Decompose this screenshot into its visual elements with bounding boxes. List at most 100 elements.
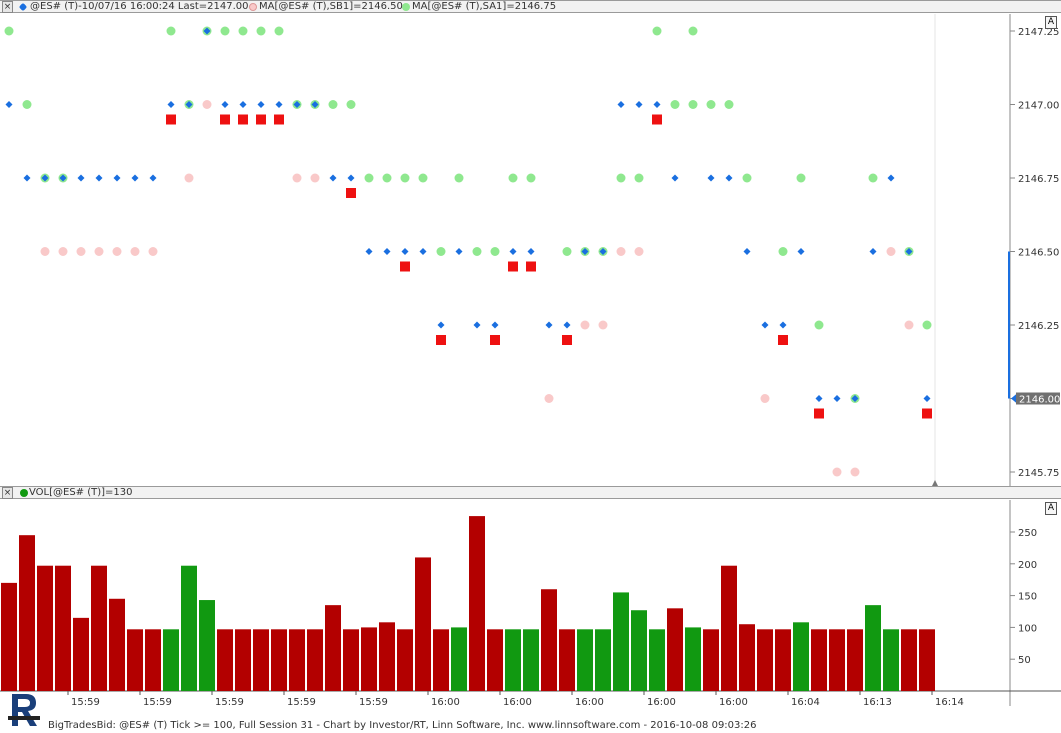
volume-bar: [163, 629, 179, 691]
volume-bar: [343, 629, 359, 691]
time-marker-icon: [932, 480, 938, 486]
price-pane-header: @ES# (T)-10/07/16 16:00:24 Last=2147.00 …: [0, 0, 1061, 13]
volume-bar: [253, 629, 269, 691]
ask-dot: [400, 173, 410, 183]
ask-dot: [382, 173, 392, 183]
volume-pane-close-button[interactable]: ×: [2, 487, 13, 499]
big-trade-square: [166, 114, 176, 125]
time-tick-label: 16:13: [863, 697, 892, 706]
volume-tick-label: 100: [1018, 623, 1037, 634]
ask-dot: [922, 320, 932, 330]
volume-bar: [793, 622, 809, 691]
ask-dot: [508, 173, 518, 183]
ask-dot: [166, 26, 176, 36]
last-diamond: [383, 248, 391, 255]
price-tick-label: 2146.25: [1018, 321, 1059, 332]
volume-dot-icon: [20, 489, 28, 497]
price-tick-label: 2146.50: [1018, 248, 1059, 259]
last-diamond: [5, 101, 13, 108]
volume-scale-auto-button[interactable]: A: [1045, 502, 1057, 515]
volume-bar: [415, 557, 431, 691]
symbol-dot-icon: [18, 2, 28, 12]
last-diamond: [401, 248, 409, 255]
last-diamond: [167, 101, 175, 108]
last-diamond: [113, 174, 121, 182]
ask-dot: [220, 26, 230, 36]
last-diamond: [779, 321, 787, 329]
volume-bar: [199, 600, 215, 691]
price-tick-label: 2147.25: [1018, 27, 1059, 38]
ask-dot: [256, 26, 266, 36]
last-diamond: [455, 248, 463, 255]
ask-dot: [238, 26, 248, 36]
volume-tick-label: 200: [1018, 560, 1037, 571]
last-diamond: [293, 101, 301, 108]
ask-dot: [4, 26, 14, 36]
time-tick-label: 16:00: [719, 697, 748, 706]
last-diamond: [527, 248, 535, 255]
volume-bar: [577, 629, 593, 691]
volume-bar: [631, 610, 647, 691]
volume-bar: [541, 589, 557, 691]
bid-dot: [112, 247, 122, 256]
big-trade-square: [436, 335, 446, 345]
last-diamond: [923, 395, 931, 402]
bid-dot: [130, 247, 140, 256]
last-diamond: [203, 27, 211, 35]
time-tick-label: 15:59: [143, 697, 172, 706]
price-pane-close-button[interactable]: ×: [2, 1, 13, 13]
price-tick-label: 2147.00: [1018, 101, 1059, 112]
bid-dot: [616, 247, 626, 256]
ask-dot: [616, 173, 626, 183]
time-tick-label: 15:59: [71, 697, 100, 706]
last-diamond: [77, 174, 85, 182]
last-diamond: [419, 248, 427, 255]
time-tick-label: 16:00: [431, 697, 460, 706]
time-tick-label: 16:04: [791, 697, 820, 706]
volume-bar: [73, 617, 89, 691]
big-trade-square: [256, 114, 266, 125]
volume-bar: [361, 627, 377, 691]
volume-bar: [757, 629, 773, 691]
volume-bar: [271, 629, 287, 691]
last-diamond: [545, 321, 553, 329]
ask-dot: [670, 100, 680, 109]
bid-dot: [40, 247, 50, 256]
investor-rt-logo: [8, 694, 40, 726]
last-diamond: [509, 248, 517, 255]
ask-dot: [778, 247, 788, 256]
ask-dot: [346, 100, 356, 109]
last-diamond: [275, 101, 283, 108]
volume-bar: [289, 629, 305, 691]
volume-bar: [109, 598, 125, 691]
volume-bar: [595, 629, 611, 691]
volume-bar: [181, 565, 197, 691]
volume-bar: [775, 629, 791, 691]
price-scale-auto-button[interactable]: A: [1045, 16, 1057, 29]
last-diamond: [491, 321, 499, 329]
time-tick-label: 15:59: [359, 697, 388, 706]
price-chart[interactable]: 2145.75 2146.00 2146.25 2146.50 2146.75 2147.…: [0, 14, 1061, 486]
volume-chart[interactable]: 50 100 150 200 250 15:59 15:59 15:59 15:59 15:59 1…: [0, 500, 1061, 706]
volume-bar: [397, 629, 413, 691]
volume-bar: [433, 629, 449, 691]
volume-pane-header: VOL[@ES# (T)]=130 ×: [0, 486, 1061, 499]
ask-dot: [472, 247, 482, 256]
last-diamond: [95, 174, 103, 182]
time-tick-label: 16:14: [935, 697, 964, 706]
bid-dot: [202, 100, 212, 109]
volume-bar: [91, 565, 107, 691]
symbol-label: @ES# (T)-10/07/16 16:00:24 Last=2147.00: [30, 1, 249, 12]
price-pane: @ES# (T)-10/07/16 16:00:24 Last=2147.00 …: [0, 0, 1061, 486]
ask-dot: [742, 173, 752, 183]
bid-dot: [184, 173, 194, 183]
last-diamond: [149, 174, 157, 182]
volume-bar: [325, 605, 341, 691]
volume-bar: [703, 629, 719, 691]
volume-pane: VOL[@ES# (T)]=130 × 50 100 150 200 250 15:59 1…: [0, 486, 1061, 706]
volume-bar: [649, 629, 665, 691]
last-diamond: [887, 174, 895, 182]
volume-bar: [685, 627, 701, 691]
last-diamond: [347, 174, 355, 182]
bid-dot: [580, 320, 590, 330]
